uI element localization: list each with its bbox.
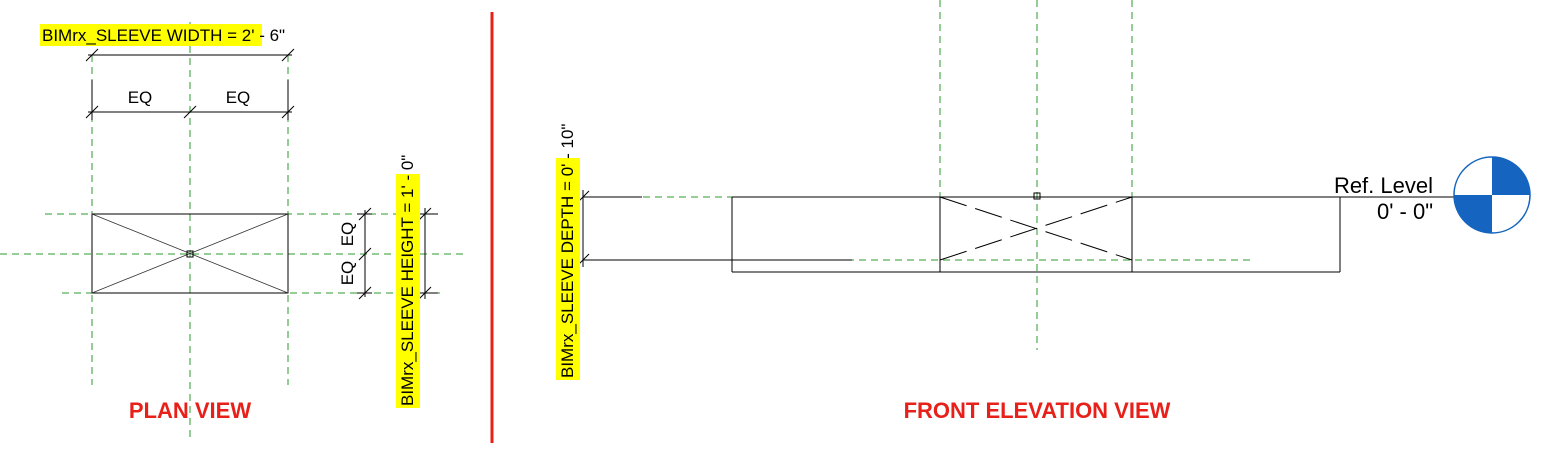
depth-param-highlight <box>556 158 580 380</box>
level-head-icon <box>1453 156 1531 234</box>
eq-width-right-label: EQ <box>226 88 251 107</box>
height-param-name: BIMrx_SLEEVE HEIGHT <box>398 217 417 406</box>
height-param-label: BIMrx_SLEEVE HEIGHT = 1' - 0" <box>398 155 417 406</box>
plan-origin-marker <box>186 250 194 258</box>
height-tick-bottom <box>418 286 432 300</box>
width-param-name: BIMrx_SLEEVE WIDTH <box>42 26 222 45</box>
width-param-highlight <box>40 24 262 46</box>
eq-height-tick-middle <box>358 247 372 261</box>
depth-param-value: = 0' - 10" <box>558 124 577 196</box>
elev-sleeve-hidden-diagonal-b <box>939 196 1133 261</box>
eq-height-upper-label: EQ <box>338 222 357 247</box>
eq-width-tick-middle <box>183 105 197 119</box>
plan-sleeve-diagonal-b <box>91 213 289 294</box>
elev-origin-marker <box>1033 192 1041 200</box>
eq-height-tick-bottom <box>358 286 372 300</box>
elevation-view-title: FRONT ELEVATION VIEW <box>904 398 1171 423</box>
width-dimension-tick-left <box>85 48 99 62</box>
plan-view-title: PLAN VIEW <box>129 398 251 423</box>
height-param-value: = 1' - 0" <box>398 155 417 218</box>
plan-view: BIMrx_SLEEVE WIDTH = 2' - 6" EQ EQ EQ EQ… <box>0 22 468 440</box>
plan-sleeve-outline <box>91 213 289 294</box>
level-elevation: 0' - 0" <box>1377 199 1433 224</box>
depth-param-name: BIMrx_SLEEVE DEPTH <box>558 196 577 378</box>
level-name: Ref. Level <box>1334 173 1433 198</box>
width-param-value: = 2' - 6" <box>222 26 285 45</box>
depth-param-label: BIMrx_SLEEVE DEPTH = 0' - 10" <box>558 124 577 378</box>
front-elevation-view: BIMrx_SLEEVE DEPTH = 0' - 10" Ref. Level… <box>556 0 1531 423</box>
eq-width-left-label: EQ <box>128 88 153 107</box>
width-param-label: BIMrx_SLEEVE WIDTH = 2' - 6" <box>42 26 285 45</box>
eq-height-tick-top <box>358 207 372 221</box>
height-param-highlight <box>396 174 420 408</box>
eq-height-lower-label: EQ <box>338 261 357 286</box>
height-tick-top <box>418 207 432 221</box>
width-dimension-tick-right <box>281 48 295 62</box>
